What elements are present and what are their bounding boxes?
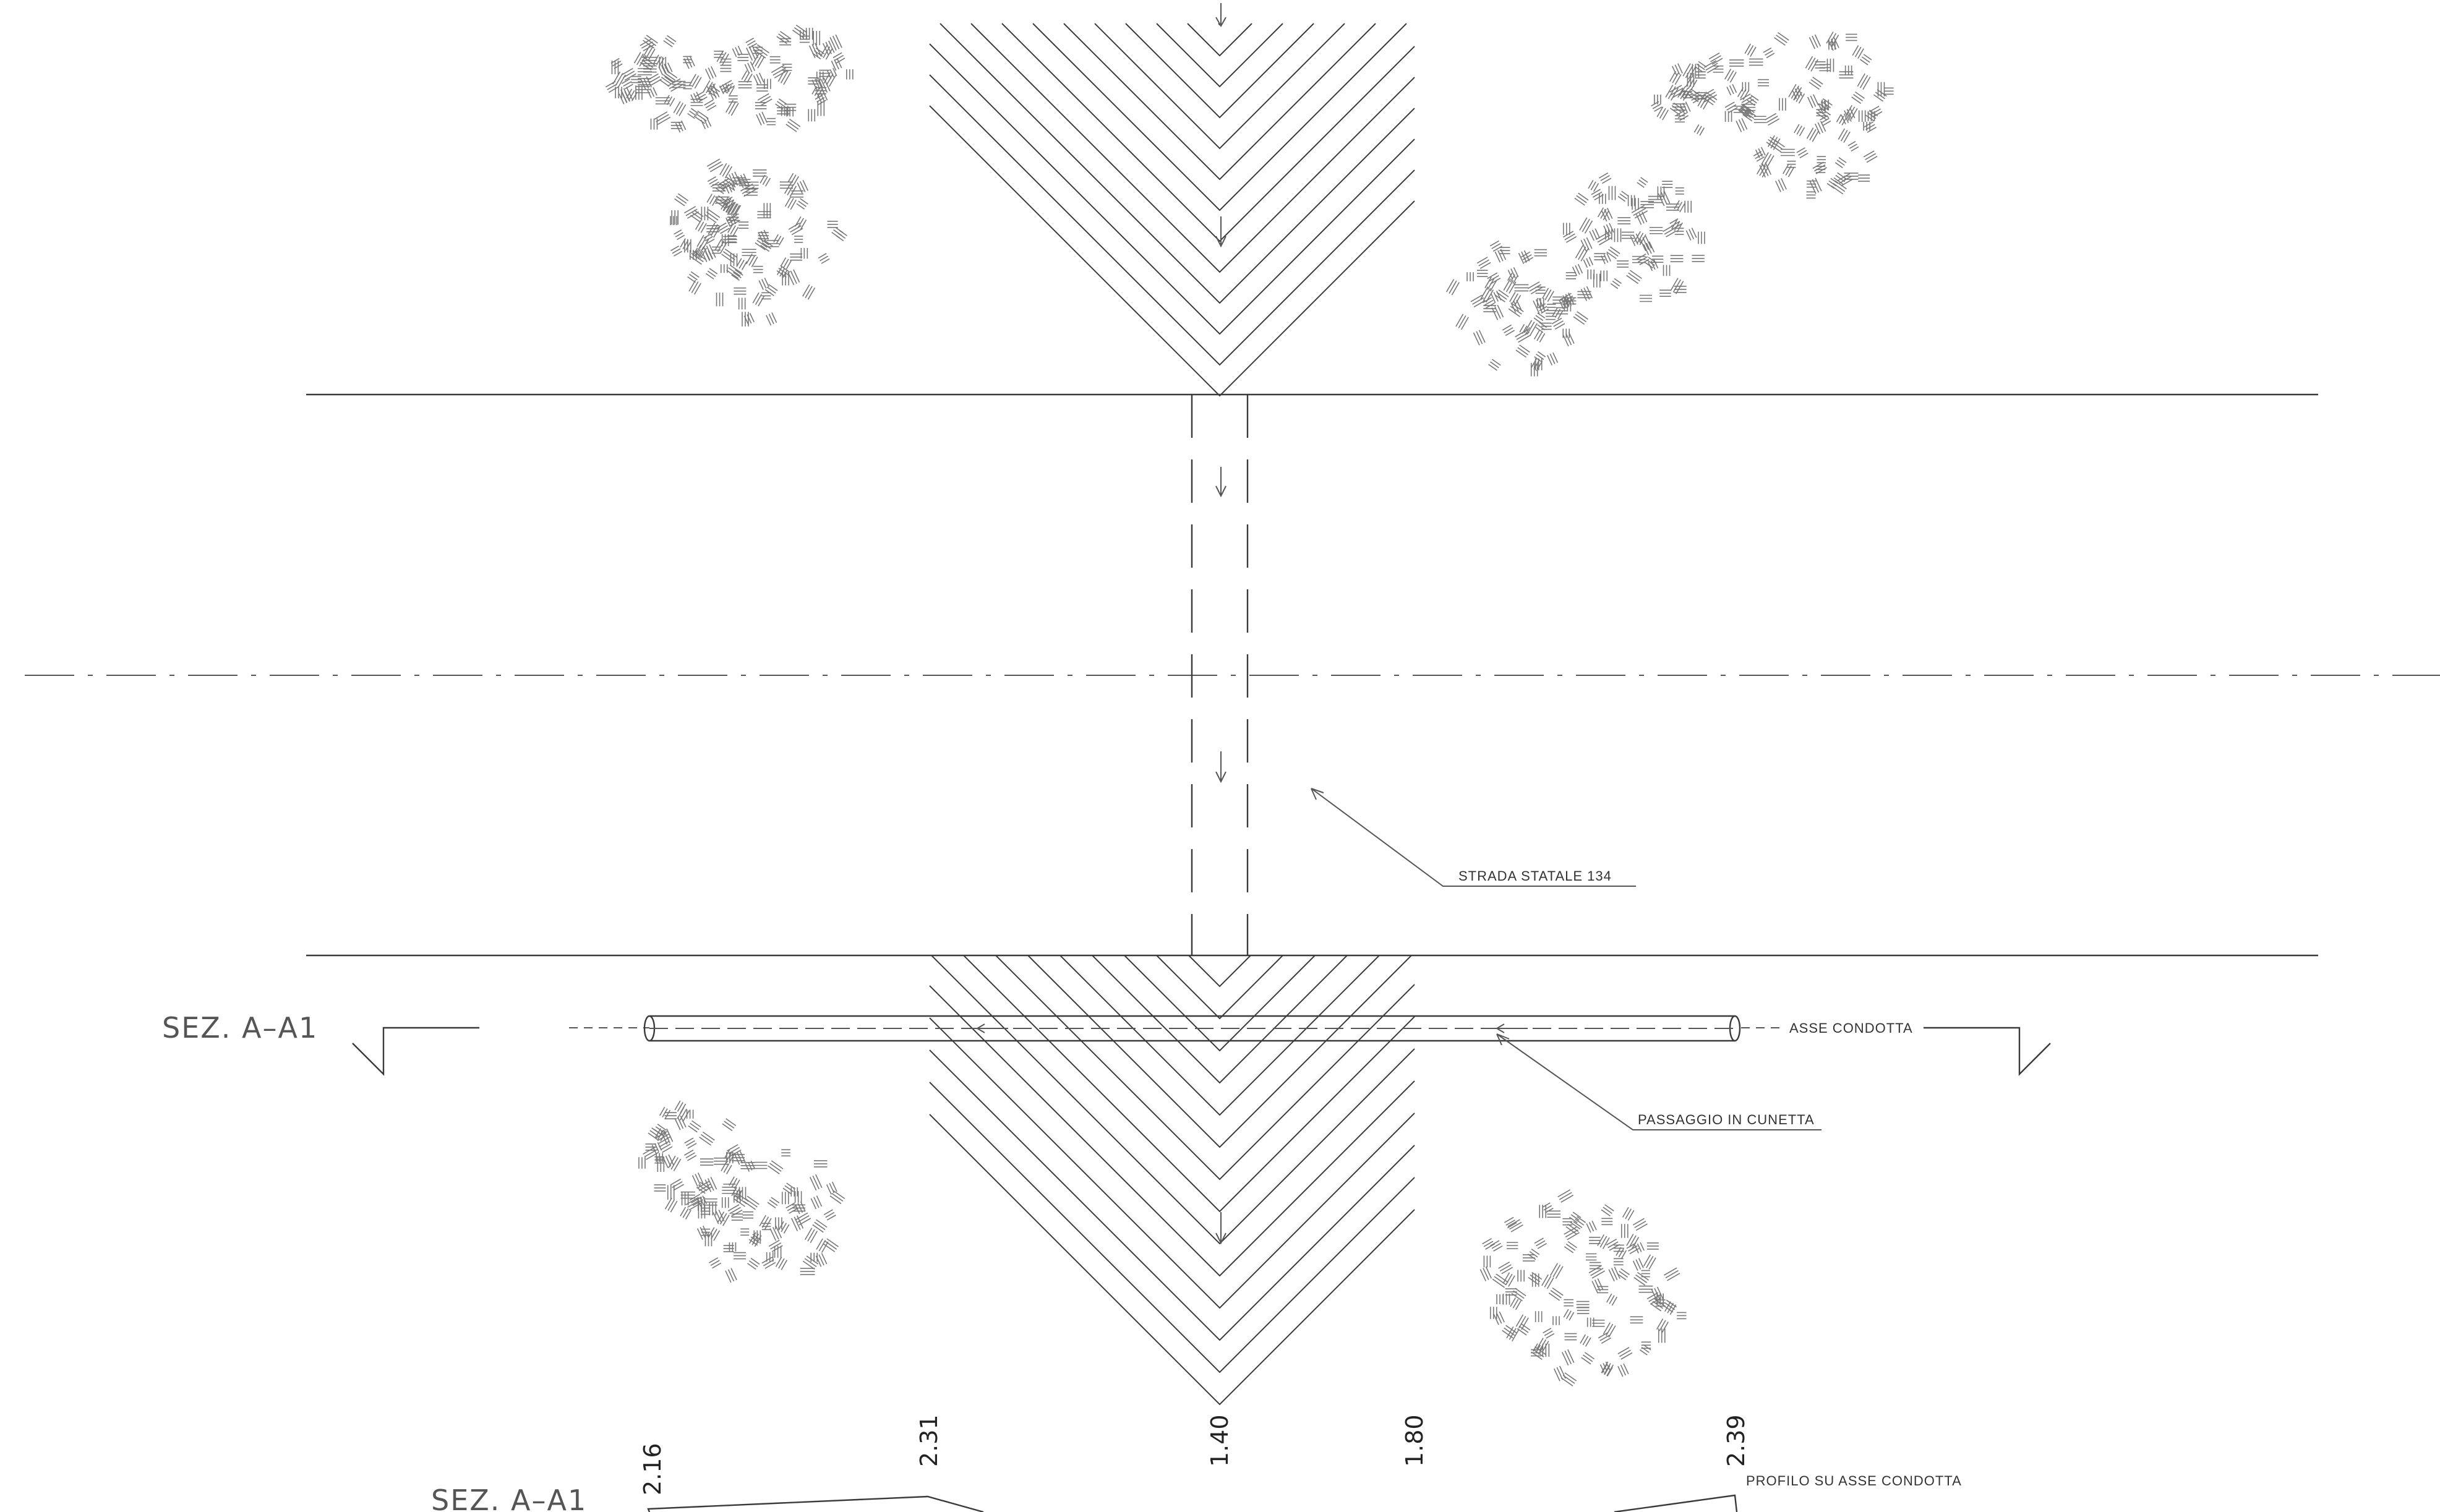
ditch-chevron [1032, 23, 1407, 211]
ditch-chevron [929, 1082, 1415, 1373]
section-label-top: SEZ. A–A1 [162, 1011, 318, 1044]
profile-value-3: 1.40 [1206, 1414, 1233, 1467]
ditch-chevron [970, 23, 1415, 273]
road-label: STRADA STATALE 134 [1458, 868, 1612, 884]
ditch-chevron [963, 955, 1415, 1213]
ditch-chevron [929, 1114, 1415, 1406]
ditch-passage-label: PASSAGGIO IN CUNETTA [1638, 1112, 1815, 1127]
culvert [1191, 395, 1249, 955]
ditch-leader [1496, 1033, 1821, 1130]
profile-label: PROFILO SU ASSE CONDOTTA [1746, 1473, 1962, 1489]
section-marker-left [352, 1027, 479, 1076]
ditch-chevron [1188, 955, 1251, 988]
ditch-chevron [1001, 23, 1415, 242]
ditch-chevron [929, 985, 1415, 1277]
profile-value-2: 2.31 [915, 1414, 943, 1467]
shrub-cluster [1562, 172, 1705, 302]
ditch-chevron [1027, 955, 1412, 1148]
pipe-axis-label: ASSE CONDOTTA [1789, 1020, 1913, 1036]
ditch-chevron [1187, 23, 1252, 57]
ditch-chevrons-bottom [929, 955, 1415, 1406]
flow-arrow-5 [1215, 1212, 1226, 1245]
ditch-chevron [929, 43, 1415, 335]
shrub-cluster [605, 35, 738, 133]
ditch-chevron [995, 955, 1415, 1181]
section-marker-right [1924, 1027, 2051, 1076]
profile-line [647, 1494, 1738, 1512]
shrub-cluster [1446, 240, 1591, 377]
shrub-cluster [719, 24, 854, 132]
profile-value-4: 1.80 [1401, 1414, 1428, 1467]
ditch-chevron [929, 1049, 1415, 1341]
shrub-cluster [1724, 31, 1894, 199]
ditch-chevrons-top [929, 23, 1415, 397]
ditch-chevron [1125, 23, 1314, 119]
shrub-cluster [670, 169, 847, 327]
flow-arrows [1215, 3, 1226, 1245]
ditch-chevron [1156, 955, 1283, 1020]
flow-arrow-3 [1215, 467, 1226, 498]
ditch-chevron [1094, 23, 1345, 150]
ditch-chevron [931, 955, 1415, 1245]
shrub-cluster [670, 158, 751, 263]
vegetation [605, 24, 1894, 1386]
ditch-chevron [1092, 955, 1348, 1084]
ditch-chevron [929, 74, 1415, 366]
ditch-chevron [1124, 955, 1316, 1052]
ditch-chevron [929, 1017, 1415, 1309]
road-leader [1311, 788, 1636, 887]
flow-arrow-2 [1215, 216, 1226, 248]
shrub-cluster [1479, 1189, 1687, 1386]
shrub-cluster [685, 1144, 845, 1283]
section-label-bottom: SEZ. A–A1 [431, 1484, 587, 1512]
ditch-chevron [929, 105, 1415, 397]
profile-value-1: 2.16 [639, 1443, 666, 1495]
flow-arrow-1 [1215, 3, 1226, 28]
ditch-chevron [1059, 955, 1380, 1116]
ditch-chevron [1063, 23, 1376, 181]
profile-value-5: 2.39 [1723, 1414, 1750, 1467]
ditch-chevron [940, 23, 1415, 304]
shrub-cluster [1651, 52, 1759, 136]
ditch-chevron [1156, 23, 1283, 88]
flow-arrow-4 [1215, 751, 1226, 784]
pipe [569, 1015, 1781, 1042]
